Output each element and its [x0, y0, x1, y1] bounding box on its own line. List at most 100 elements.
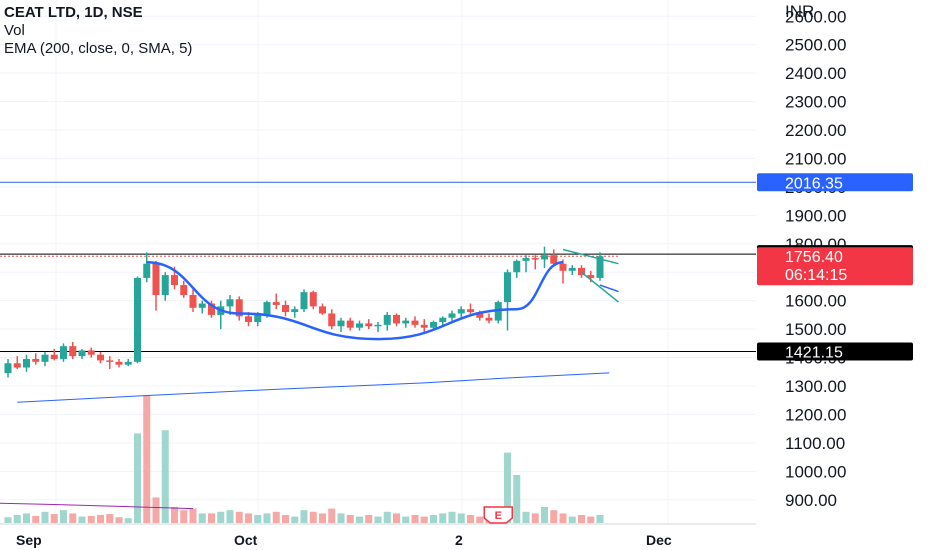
volume-bar [559, 513, 567, 523]
candle-body [189, 294, 197, 308]
candle-body [485, 317, 493, 321]
candle-body [420, 324, 428, 328]
horizontal-lines [0, 181, 756, 353]
last-price-label: 1756.40 [785, 249, 843, 266]
volume-bar [180, 510, 188, 523]
time-axis[interactable]: Sep Oct 2 Dec [16, 532, 672, 548]
candle-body [60, 346, 67, 359]
volume-bar [337, 513, 345, 523]
price-tick-label: 2600.00 [785, 7, 846, 26]
volume-bar [402, 516, 410, 523]
candle-body [245, 316, 252, 323]
candlesticks [4, 246, 604, 378]
price-tick-label: 2400.00 [785, 64, 846, 83]
candle-body [41, 354, 49, 362]
candle-body [272, 302, 280, 305]
candle-body [87, 350, 95, 355]
candle-body [541, 255, 548, 260]
volume-bar [420, 516, 428, 523]
volume-bar [383, 511, 391, 523]
volume-bar [198, 513, 206, 523]
volume-bar [448, 511, 456, 523]
volume-bar [41, 511, 49, 523]
candle-body [430, 322, 437, 328]
volume-bar [106, 514, 114, 523]
candle-body [254, 314, 262, 323]
candle-body [78, 350, 86, 357]
candle-body [124, 361, 132, 365]
volume-bar [476, 516, 484, 523]
volume-bar [541, 507, 548, 523]
candle-body [402, 320, 410, 324]
candle-body [319, 306, 326, 314]
candle-body [152, 263, 160, 295]
candle-body [198, 303, 206, 308]
price-tick-label: 1200.00 [785, 405, 846, 424]
candle-body [291, 309, 299, 313]
channel-line [562, 248, 619, 265]
volume-bar [78, 516, 86, 523]
channel-line [599, 284, 619, 293]
candle-body [309, 292, 317, 307]
volume-bar [208, 513, 215, 523]
price-tick-label: 1900.00 [785, 206, 846, 225]
volume-legend[interactable]: Vol [4, 22, 25, 39]
candle-body [411, 320, 419, 325]
price-tick-label: 1100.00 [785, 434, 845, 453]
volume-bar [32, 515, 40, 523]
volume-bar [171, 507, 178, 523]
price-tick-label: 2100.00 [785, 149, 846, 168]
volume-bar [226, 510, 234, 523]
price-axis[interactable]: 900.001000.001100.001200.001300.001400.0… [757, 2, 913, 510]
candle-body [383, 314, 391, 325]
price-tick-label: 2200.00 [785, 121, 846, 140]
volume-bar [550, 510, 558, 523]
ema-series [17, 372, 610, 403]
chart-legend: CEAT LTD, 1D, NSE Vol EMA (200, close, 0… [4, 4, 192, 58]
last-price-tag [757, 247, 913, 286]
candle-body [23, 358, 30, 368]
volume-bar [596, 515, 604, 523]
candle-body [513, 260, 521, 273]
volume-bar [568, 516, 576, 523]
volume-bar [467, 515, 474, 523]
ema-legend[interactable]: EMA (200, close, 0, SMA, 5) [4, 40, 193, 57]
volume-bar [439, 513, 447, 523]
volume-bar [152, 497, 160, 523]
candle-body [522, 258, 530, 261]
volume-bar [254, 515, 262, 523]
volume-bar [263, 513, 271, 523]
currency-label: INR [785, 2, 814, 21]
volume-bar [346, 515, 354, 523]
volume-bar [365, 515, 373, 523]
volume-bar [272, 511, 280, 523]
price-tick-label: 900.00 [785, 491, 837, 510]
volume-bar [393, 513, 400, 523]
volume-bar [356, 516, 363, 523]
price-tick-label: 2500.00 [785, 36, 846, 55]
candle-body [439, 317, 447, 323]
volume-ma-series [0, 502, 194, 510]
volume-bar [217, 511, 225, 523]
time-tick-label: Sep [16, 532, 42, 548]
candle-body [208, 303, 215, 315]
candle-body [596, 256, 604, 278]
candle-body [568, 267, 576, 271]
volume-bar [23, 513, 30, 523]
candle-body [531, 258, 539, 260]
volume-bar [309, 511, 317, 523]
candle-body [476, 312, 484, 318]
volume-bar [300, 510, 308, 523]
candle-body [32, 358, 40, 362]
candle-body [559, 263, 567, 271]
candle-body [578, 267, 585, 276]
candle-body [346, 320, 354, 328]
candle-body [97, 354, 104, 361]
volume-bar [430, 515, 437, 523]
price-tick-label: 1000.00 [785, 462, 846, 481]
volume-bar [411, 515, 419, 523]
symbol-title[interactable]: CEAT LTD, 1D, NSE [4, 4, 143, 21]
volume-bar [578, 515, 585, 523]
candle-body [69, 346, 77, 357]
